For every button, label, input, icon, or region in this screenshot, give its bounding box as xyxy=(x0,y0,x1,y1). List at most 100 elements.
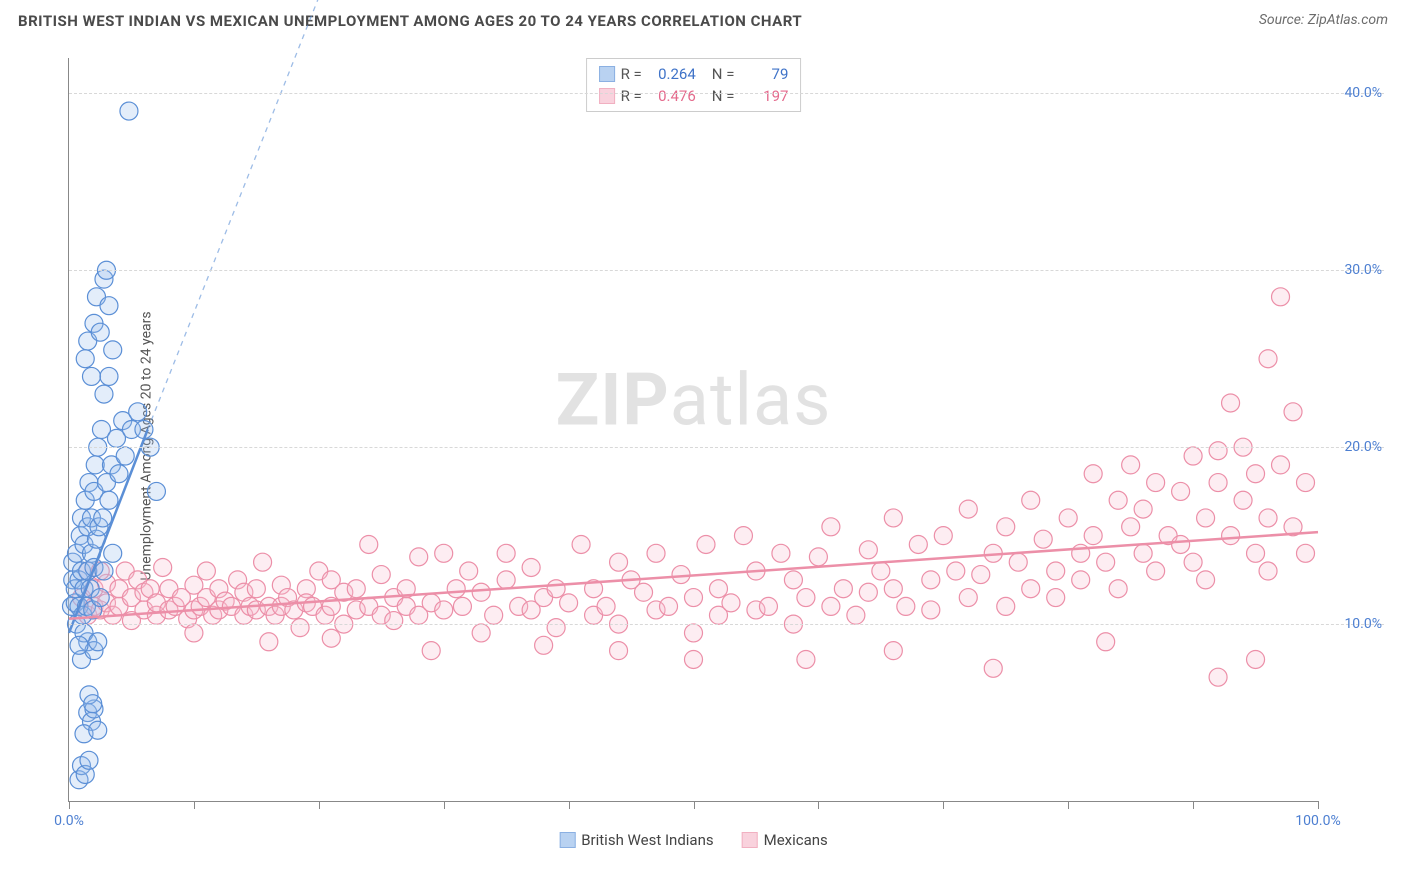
scatter-point xyxy=(497,544,515,562)
legend-label: Mexicans xyxy=(764,831,828,849)
scatter-point xyxy=(472,624,490,642)
scatter-point xyxy=(247,580,265,598)
scatter-point xyxy=(1122,518,1140,536)
scatter-svg xyxy=(69,58,1318,801)
scatter-point xyxy=(1247,544,1265,562)
scatter-point xyxy=(709,580,727,598)
x-tick xyxy=(194,801,195,809)
legend-item: British West Indians xyxy=(559,831,713,849)
y-tick-label: 40.0% xyxy=(1344,85,1382,101)
scatter-point xyxy=(1109,580,1127,598)
scatter-point xyxy=(934,527,952,545)
scatter-point xyxy=(322,629,340,647)
scatter-point xyxy=(347,580,365,598)
scatter-point xyxy=(95,385,113,403)
scatter-point xyxy=(1134,544,1152,562)
scatter-point xyxy=(472,583,490,601)
scatter-point xyxy=(80,751,98,769)
x-tick xyxy=(1193,801,1194,809)
scatter-point xyxy=(1147,562,1165,580)
scatter-point xyxy=(984,659,1002,677)
scatter-point xyxy=(447,580,465,598)
gridline xyxy=(69,270,1384,271)
scatter-point xyxy=(1247,465,1265,483)
plot-area: ZIPatlas R =0.264N =79R =0.476N =197 Bri… xyxy=(68,58,1318,802)
scatter-point xyxy=(104,544,122,562)
scatter-point xyxy=(959,589,977,607)
scatter-point xyxy=(784,571,802,589)
scatter-point xyxy=(1109,491,1127,509)
scatter-point xyxy=(254,553,272,571)
scatter-point xyxy=(847,606,865,624)
legend-label: British West Indians xyxy=(581,831,713,849)
legend-swatch xyxy=(559,832,575,848)
scatter-point xyxy=(1072,571,1090,589)
scatter-point xyxy=(922,571,940,589)
scatter-point xyxy=(1022,491,1040,509)
scatter-point xyxy=(1097,633,1115,651)
scatter-point xyxy=(116,447,134,465)
scatter-point xyxy=(260,633,278,651)
scatter-point xyxy=(522,558,540,576)
scatter-point xyxy=(95,562,113,580)
scatter-point xyxy=(647,544,665,562)
scatter-point xyxy=(859,583,877,601)
x-tick xyxy=(1068,801,1069,809)
scatter-point xyxy=(947,562,965,580)
scatter-point xyxy=(547,580,565,598)
scatter-point xyxy=(1209,442,1227,460)
legend-swatch xyxy=(742,832,758,848)
x-tick xyxy=(69,801,70,809)
x-tick-label: 0.0% xyxy=(54,813,84,829)
scatter-point xyxy=(547,619,565,637)
source-label: Source: ZipAtlas.com xyxy=(1259,12,1388,28)
x-tick xyxy=(444,801,445,809)
scatter-point xyxy=(1259,562,1277,580)
scatter-point xyxy=(909,535,927,553)
scatter-point xyxy=(922,601,940,619)
scatter-point xyxy=(660,597,678,615)
scatter-point xyxy=(185,624,203,642)
scatter-point xyxy=(1034,530,1052,548)
scatter-point xyxy=(560,594,578,612)
gridline xyxy=(69,624,1384,625)
scatter-point xyxy=(1259,350,1277,368)
scatter-point xyxy=(110,465,128,483)
scatter-point xyxy=(453,597,471,615)
scatter-point xyxy=(104,341,122,359)
scatter-point xyxy=(291,619,309,637)
scatter-point xyxy=(1084,465,1102,483)
scatter-point xyxy=(610,553,628,571)
scatter-point xyxy=(1222,527,1240,545)
scatter-point xyxy=(1172,482,1190,500)
scatter-point xyxy=(1047,589,1065,607)
scatter-point xyxy=(435,544,453,562)
scatter-point xyxy=(1022,580,1040,598)
x-tick-label: 100.0% xyxy=(1295,813,1340,829)
scatter-point xyxy=(1272,288,1290,306)
scatter-point xyxy=(422,642,440,660)
scatter-point xyxy=(76,350,94,368)
chart-container: Unemployment Among Ages 20 to 24 years Z… xyxy=(18,40,1388,852)
scatter-point xyxy=(822,518,840,536)
scatter-point xyxy=(597,597,615,615)
scatter-point xyxy=(460,562,478,580)
scatter-point xyxy=(91,323,109,341)
chart-title: BRITISH WEST INDIAN VS MEXICAN UNEMPLOYM… xyxy=(18,12,802,30)
scatter-point xyxy=(685,589,703,607)
scatter-point xyxy=(94,509,112,527)
scatter-point xyxy=(197,562,215,580)
scatter-point xyxy=(84,695,102,713)
y-tick-label: 10.0% xyxy=(1344,616,1382,632)
scatter-point xyxy=(685,624,703,642)
scatter-point xyxy=(1297,544,1315,562)
scatter-point xyxy=(959,500,977,518)
scatter-point xyxy=(89,721,107,739)
scatter-point xyxy=(897,597,915,615)
gridline xyxy=(69,93,1384,94)
scatter-point xyxy=(120,102,138,120)
scatter-point xyxy=(1172,535,1190,553)
trend-line-extrapolation xyxy=(148,0,344,430)
x-tick xyxy=(319,801,320,809)
scatter-point xyxy=(872,562,890,580)
